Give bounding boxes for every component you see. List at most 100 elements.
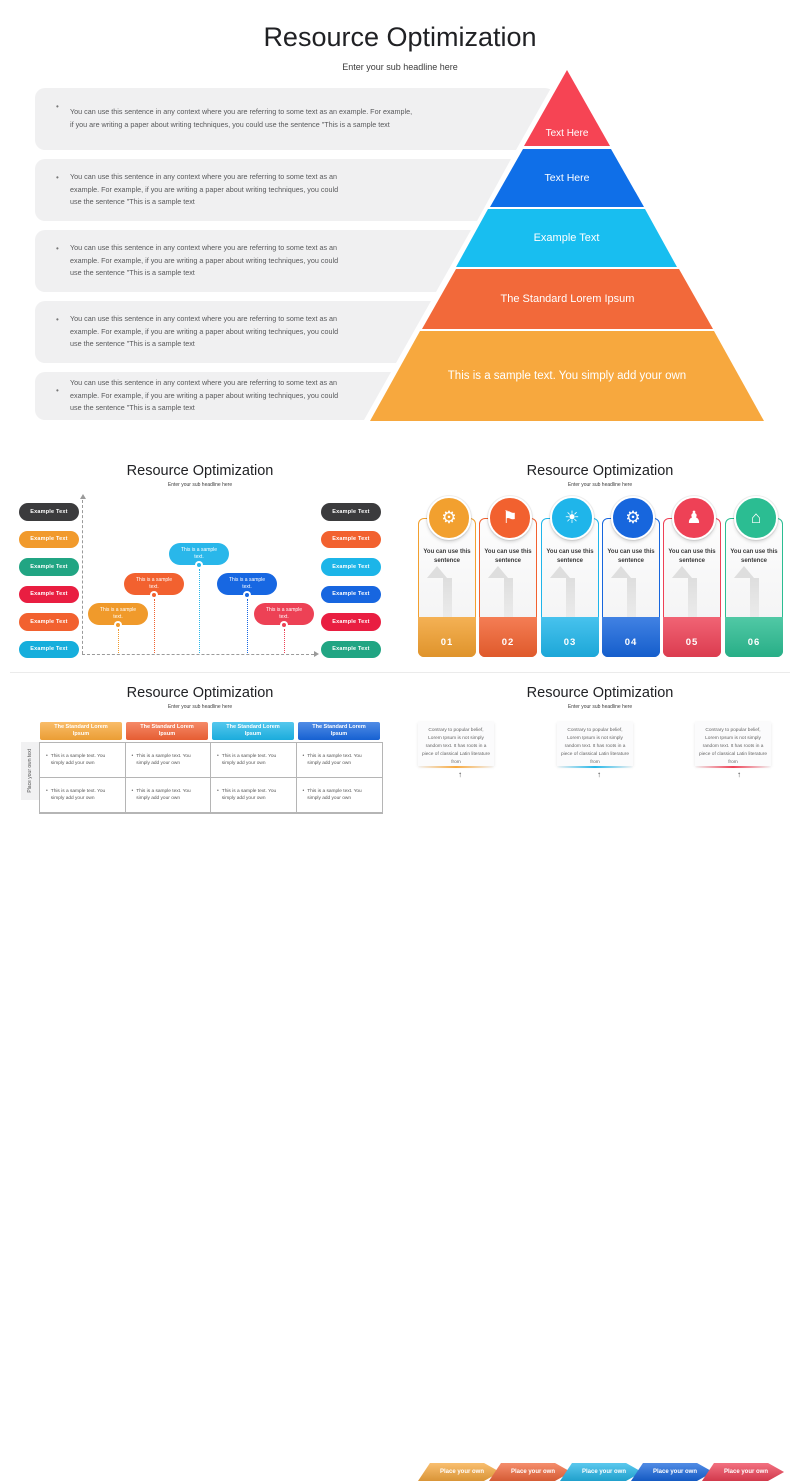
timeline-pill-left-6: Example Text <box>19 640 79 658</box>
process-chevron-1: Place your own <box>418 1463 500 1481</box>
connector-arrow-icon: ↑ <box>458 770 462 779</box>
slide-title: Resource Optimization <box>526 685 674 701</box>
slide-pyramid-main[interactable]: Resource Optimization Enter your sub hea… <box>0 0 800 435</box>
up-arrow-shaft <box>442 578 452 630</box>
bullet-block: • You can use this sentence in any conte… <box>35 301 431 363</box>
table-body: • This is a sample text. You simply add y… <box>39 742 383 814</box>
pill-label: Example Text <box>30 618 68 625</box>
timeline-pill-left-4: Example Text <box>19 585 79 603</box>
process-card-1: Contrary to popular belief, Lorem Ipsum … <box>418 722 494 766</box>
card-accent-line <box>695 766 771 768</box>
card-accent-line <box>557 766 633 768</box>
chevron-label: Place your own <box>581 1469 626 1475</box>
timeline-pill-right-3: Example Text <box>321 558 381 576</box>
bubble-pin <box>114 621 122 629</box>
table-header-label: The Standard Lorem Ipsum <box>54 724 108 737</box>
slide-process-thumbnail[interactable]: Resource Optimization Enter your sub hea… <box>400 678 800 1481</box>
table-cell-text: This is a sample text. You simply add yo… <box>136 754 191 766</box>
pill-label: Example Text <box>332 536 370 543</box>
table-header-label: The Standard Lorem Ipsum <box>140 724 194 737</box>
pill-label: Example Text <box>30 646 68 653</box>
connector-arrow-icon: ↑ <box>737 770 741 779</box>
column-number-panel: 04 <box>602 617 660 657</box>
up-arrow-shaft <box>687 578 697 630</box>
bubble-text: This is a sample text. <box>265 607 303 620</box>
gears-icon: ⚙ <box>625 508 641 527</box>
bubble-pin <box>150 591 158 599</box>
table-header-1: The Standard Lorem Ipsum <box>40 722 122 740</box>
bubble-text: This is a sample text. <box>228 577 266 590</box>
bullet-block: • You can use this sentence in any conte… <box>35 372 391 420</box>
timeline-pill-left-2: Example Text <box>19 530 79 548</box>
bubble-text: This is a sample text. <box>135 577 173 590</box>
table-row: • This is a sample text. You simply add y… <box>40 743 382 778</box>
slide-timeline-thumbnail[interactable]: Resource Optimization Enter your sub hea… <box>0 455 400 670</box>
timeline-pill-right-1: Example Text <box>321 503 381 521</box>
bubble-stem <box>154 599 155 653</box>
chevron-label: Place your own <box>723 1469 768 1475</box>
column-icon-circle: ⚙ <box>427 496 471 540</box>
column-number-panel: 01 <box>418 617 476 657</box>
up-arrow-shaft <box>503 578 513 630</box>
pill-label: Example Text <box>30 563 68 570</box>
row-divider <box>10 672 790 673</box>
bullet-text: You can use this sentence in any context… <box>70 243 339 278</box>
pill-label: Example Text <box>332 591 370 598</box>
pill-label: Example Text <box>30 508 68 515</box>
timeline-pill-left-3: Example Text <box>19 558 79 576</box>
slide-title: Resource Optimization <box>126 685 274 701</box>
process-card-text: Contrary to popular belief, Lorem Ipsum … <box>561 728 629 765</box>
column-text: You can use this sentence <box>607 549 655 564</box>
timeline-pill-right-2: Example Text <box>321 530 381 548</box>
bullet-text: You can use this sentence in any context… <box>70 378 339 413</box>
table-cell-text: This is a sample text. You simply add yo… <box>50 754 106 766</box>
table-header-2: The Standard Lorem Ipsum <box>126 722 208 740</box>
table-cell: • This is a sample text. You simply add y… <box>297 743 383 777</box>
energy-icon: ☀ <box>564 508 580 527</box>
table-cell: • This is a sample text. You simply add y… <box>211 778 297 812</box>
slide-subtitle: Enter your sub headline here <box>167 482 233 488</box>
timeline-bubble-3: This is a sample text. <box>169 543 229 565</box>
timeline-bubble-4: This is a sample text. <box>217 573 277 595</box>
column-text: You can use this sentence <box>484 549 532 564</box>
team-icon: ♟ <box>686 508 702 527</box>
pyramid-level-5-label: This is a sample text. You simply add yo… <box>447 370 687 382</box>
process-card-text: Contrary to popular belief, Lorem Ipsum … <box>422 728 490 765</box>
bullet-block: • You can use this sentence in any conte… <box>35 88 551 150</box>
column-text: You can use this sentence <box>668 549 716 564</box>
pyramid-level-4-label: The Standard Lorem Ipsum <box>500 293 635 305</box>
bubble-stem <box>199 569 200 653</box>
timeline-bubble-5: This is a sample text. <box>254 603 314 625</box>
y-axis-arrow-icon <box>79 494 86 499</box>
pill-label: Example Text <box>30 536 68 543</box>
chevron-label: Place your own <box>439 1469 484 1475</box>
card-accent-line <box>418 766 494 768</box>
bubble-text: This is a sample text. <box>180 547 218 560</box>
bullet-icon: • <box>46 753 48 759</box>
table-cell-text: This is a sample text. You simply add yo… <box>307 789 362 801</box>
slide-table-thumbnail[interactable]: Resource Optimization Enter your sub hea… <box>0 678 400 814</box>
column-number-panel: 02 <box>479 617 537 657</box>
slide-subtitle: Enter your sub headline here <box>567 704 633 710</box>
bullet-text: You can use this sentence in any context… <box>70 107 413 129</box>
process-chevron-4: Place your own <box>631 1463 713 1481</box>
bubble-stem <box>118 629 119 653</box>
table-header-label: The Standard Lorem Ipsum <box>226 724 280 737</box>
table-header-4: The Standard Lorem Ipsum <box>298 722 380 740</box>
bullet-block: • You can use this sentence in any conte… <box>35 159 511 221</box>
slide-title: Resource Optimization <box>526 463 674 479</box>
slide-columns-thumbnail[interactable]: Resource Optimization Enter your sub hea… <box>400 455 800 670</box>
column-number-panel: 05 <box>663 617 721 657</box>
factory-icon: ⌂ <box>750 508 762 527</box>
table-cell: • This is a sample text. You simply add y… <box>126 778 211 812</box>
chevron-label: Place your own <box>652 1469 697 1475</box>
timeline-pill-right-5: Example Text <box>321 613 381 631</box>
bubble-pin <box>243 591 251 599</box>
up-arrow-shaft <box>626 578 636 630</box>
pyramid-level-3-label: Example Text <box>533 232 600 244</box>
bullet-icon: • <box>56 173 59 182</box>
timeline-pill-right-4: Example Text <box>321 585 381 603</box>
column-icon-circle: ⌂ <box>734 496 778 540</box>
table-header-3: The Standard Lorem Ipsum <box>212 722 294 740</box>
up-arrow-icon <box>427 566 447 578</box>
